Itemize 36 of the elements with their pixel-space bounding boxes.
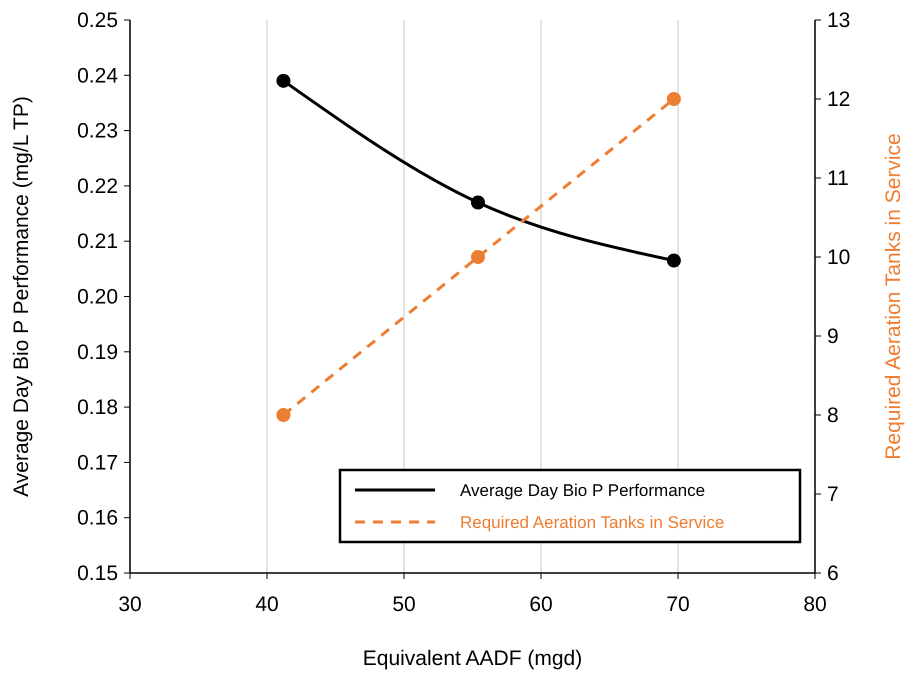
y-tick-label: 0.24 <box>77 64 118 88</box>
y2-tick-label: 9 <box>827 325 839 348</box>
y-tick-label: 0.16 <box>77 506 118 530</box>
y-tick-label: 0.17 <box>77 451 118 474</box>
x-tick-label: 80 <box>803 593 827 616</box>
y-tick-label: 0.20 <box>77 286 118 308</box>
y-tick-label: 0.18 <box>77 396 118 420</box>
y2-axis-title: Required Aeration Tanks in Service <box>882 133 905 460</box>
y2-tick-label: 6 <box>827 562 839 585</box>
y2-tick-label: 12 <box>827 88 850 111</box>
y2-tick-label: 8 <box>827 404 839 427</box>
y-tick-label: 0.15 <box>77 562 118 585</box>
point <box>470 195 485 210</box>
y-tick-label: 0.19 <box>77 340 118 364</box>
x-tick-label: 50 <box>392 593 416 616</box>
point <box>470 250 485 264</box>
y-tick-label: 0.25 <box>77 9 118 32</box>
point <box>666 254 681 268</box>
point <box>276 74 290 88</box>
y2-tick-label: 7 <box>827 483 839 506</box>
y-tick-label: 0.23 <box>77 120 118 143</box>
y-tick-label: 0.21 <box>77 230 118 254</box>
legend-label: Average Day Bio P Performance <box>460 481 706 500</box>
x-axis-title: Equivalent AADF (mgd) <box>362 647 582 670</box>
y-tick-label: 0.22 <box>77 174 118 198</box>
y2-tick-label: 13 <box>827 9 850 32</box>
x-tick-label: 60 <box>529 593 553 616</box>
x-tick-label: 70 <box>666 593 690 616</box>
legend-label: Required Aeration Tanks in Service <box>460 513 724 532</box>
y2-tick-label: 10 <box>827 246 850 269</box>
y2-tick-label: 11 <box>827 167 849 190</box>
point <box>276 408 290 422</box>
y-axis-title: Average Day Bio P Performance (mg/L TP) <box>10 96 33 497</box>
x-tick-label: 30 <box>118 593 142 616</box>
point <box>666 92 681 106</box>
x-tick-label: 40 <box>255 593 279 616</box>
